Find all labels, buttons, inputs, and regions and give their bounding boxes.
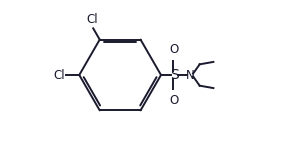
Text: Cl: Cl xyxy=(86,14,98,27)
Text: O: O xyxy=(169,43,178,56)
Text: S: S xyxy=(170,68,178,82)
Text: Cl: Cl xyxy=(54,69,65,81)
Text: N: N xyxy=(186,69,195,81)
Text: O: O xyxy=(169,94,178,107)
